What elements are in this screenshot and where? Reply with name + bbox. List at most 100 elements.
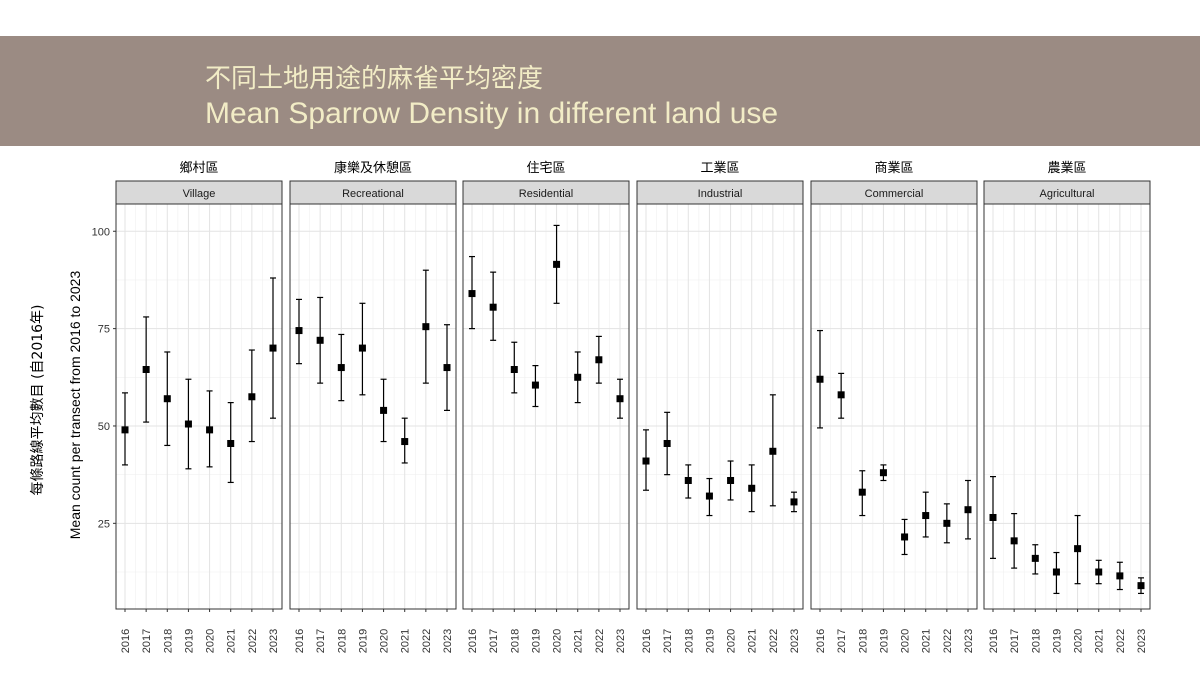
facet-panel-industrial: 工業區 Industrial 2016 2017 2018 2019 2020 2021 202… [636,160,804,653]
facet-panel-residential: 住宅區 Residential 2016 2017 2018 2019 2020 2021 20… [462,161,630,653]
x-tick-label: 2021 [573,629,585,653]
x-tick-label: 2017 [662,629,674,653]
y-tick-label: 50 [98,421,110,433]
x-tick-label: 2019 [704,629,716,653]
x-tick-label: 2018 [162,629,174,653]
x-tick-label: 2019 [183,629,195,653]
x-tick-label: 2023 [268,629,280,653]
mean-point [269,344,277,352]
facet-panel-village: 鄉村區 Village 2016 2017 2018 2019 2020 2021 2022 20… [115,160,283,653]
mean-point [468,290,476,298]
x-tick-label: 2023 [963,629,975,653]
y-axis-title-zh: 每條路線平均數目 (自2016年) [30,304,46,495]
mean-point [553,260,561,268]
facet-panel-agricultural: 農業區 Agricultural 2016 2017 2018 2019 2020 2021 2… [983,160,1151,653]
mean-point [337,364,345,372]
x-tick-label: 2021 [1094,629,1106,653]
x-tick-label: 2020 [205,629,217,653]
mean-point [422,323,430,331]
mean-point [295,327,303,335]
mean-point [121,426,129,434]
mean-point [816,375,824,383]
mean-point [510,366,518,374]
x-tick-label: 2018 [336,629,348,653]
panel-border [462,203,630,610]
mean-point [142,366,150,374]
mean-point [206,426,214,434]
x-tick-label: 2021 [921,629,933,653]
x-tick-label: 2022 [1115,629,1127,653]
facet-label-zh: 工業區 [700,160,739,176]
y-tick-label: 25 [98,518,110,530]
x-tick-label: 2017 [1009,629,1021,653]
mean-point [901,533,909,541]
mean-point [837,391,845,399]
x-tick-label: 2017 [315,629,327,653]
mean-point [1137,582,1145,590]
x-tick-label: 2018 [683,629,695,653]
mean-point [1095,568,1103,576]
mean-point [489,303,497,311]
mean-point [858,488,866,496]
mean-point [727,476,735,484]
x-tick-label: 2016 [120,629,132,653]
x-tick-label: 2022 [421,629,433,653]
mean-point [184,420,192,428]
mean-point [943,519,951,527]
facet-strip-label: Village [183,188,216,200]
title-chinese: 不同土地用途的麻雀平均密度 [205,64,544,94]
mean-point [1031,554,1039,562]
x-tick-label: 2020 [552,629,564,653]
facet-strip-label: Commercial [865,188,924,200]
mean-point [879,469,887,477]
mean-point [401,438,409,446]
mean-point [358,344,366,352]
x-tick-label: 2021 [226,629,238,653]
y-axis-title-en: Mean count per transect from 2016 to 202… [67,271,83,540]
facet-strip-label: Residential [519,188,573,200]
mean-point [663,439,671,447]
x-tick-label: 2017 [488,629,500,653]
mean-point [790,498,798,506]
panel-border [289,203,457,610]
mean-point [1074,545,1082,553]
mean-point [1010,537,1018,545]
x-tick-label: 2022 [594,629,606,653]
x-tick-label: 2019 [878,629,890,653]
mean-point [684,476,692,484]
x-tick-label: 2018 [857,629,869,653]
mean-point [248,393,256,401]
x-tick-label: 2020 [1073,629,1085,653]
x-tick-label: 2019 [530,629,542,653]
facet-label-zh: 住宅區 [526,161,565,176]
mean-point [443,364,451,372]
x-tick-label: 2020 [900,629,912,653]
mean-point [380,406,388,414]
panel-border [115,203,283,610]
mean-point [642,457,650,465]
facet-label-zh: 商業區 [874,160,913,176]
mean-point [616,395,624,403]
x-tick-label: 2017 [836,629,848,653]
mean-point [964,506,972,514]
x-tick-label: 2020 [726,629,738,653]
title-banner: 不同土地用途的麻雀平均密度 Mean Sparrow Density in di… [0,36,1200,146]
x-tick-label: 2021 [747,629,759,653]
mean-point [922,512,930,520]
mean-point [227,439,235,447]
mean-point [705,492,713,500]
facet-label-zh: 康樂及休憩區 [334,160,412,176]
x-tick-label: 2016 [294,629,306,653]
mean-point [163,395,171,403]
mean-point [1052,568,1060,576]
mean-point [1116,572,1124,580]
x-tick-label: 2020 [379,629,391,653]
facet-strip-label: Industrial [698,188,743,200]
y-tick-label: 75 [98,324,110,336]
panel-border [810,203,978,610]
x-tick-label: 2016 [815,629,827,653]
x-tick-label: 2019 [1051,629,1063,653]
x-tick-label: 2023 [442,629,454,653]
x-tick-label: 2017 [141,629,153,653]
